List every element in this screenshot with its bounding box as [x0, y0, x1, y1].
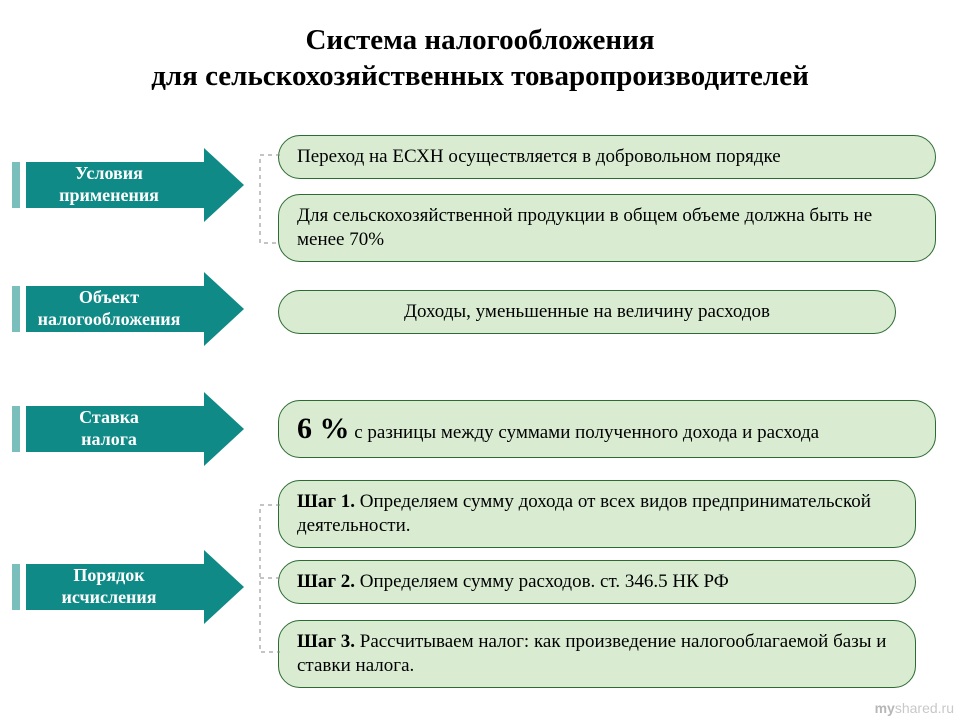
pill-voluntary-text: Переход на ЕСХН осуществляется в доброво…: [297, 146, 781, 167]
arrow-object: Объектналогообложения: [12, 264, 244, 354]
step3-text: Рассчитываем налог: как произведение нал…: [297, 631, 886, 676]
arrow-label: Объектналогообложения: [34, 286, 184, 332]
arrow-conditions: Условияприменения: [12, 140, 244, 230]
watermark-prefix: my: [875, 700, 895, 716]
pill-step-2: Шаг 2. Определяем сумму расходов. ст. 34…: [278, 560, 916, 604]
pill-step-3: Шаг 3. Рассчитываем налог: как произведе…: [278, 620, 916, 688]
arrow-label: Условияприменения: [34, 162, 184, 208]
rate-desc: с разницы между суммами полученного дохо…: [354, 422, 819, 443]
pill-step-1: Шаг 1. Определяем сумму дохода от всех в…: [278, 480, 916, 548]
pill-voluntary: Переход на ЕСХН осуществляется в доброво…: [278, 135, 936, 179]
arrow-label: Порядокисчисления: [34, 564, 184, 610]
watermark-suffix: shared.ru: [895, 700, 954, 716]
step1-text: Определяем сумму дохода от всех видов пр…: [297, 491, 871, 536]
pill-70pct-text: Для сельскохозяйственной продукции в общ…: [297, 205, 872, 250]
title-line-1: Система налогообложения: [305, 24, 654, 56]
title-line-2: для сельскохозяйственных товаропроизводи…: [151, 60, 809, 92]
step1-label: Шаг 1.: [297, 491, 355, 512]
slide: Система налогообложения для сельскохозяй…: [0, 0, 960, 720]
rate-value: 6 %: [297, 412, 350, 445]
page-title: Система налогообложения для сельскохозяй…: [0, 22, 960, 95]
step3-label: Шаг 3.: [297, 631, 355, 652]
watermark: myshared.ru: [875, 700, 954, 716]
arrow-rate: Ставканалога: [12, 384, 244, 474]
pill-rate: 6 % с разницы между суммами полученного …: [278, 400, 936, 458]
pill-object: Доходы, уменьшенные на величину расходов: [278, 290, 896, 334]
arrow-label: Ставканалога: [34, 406, 184, 452]
pill-object-text: Доходы, уменьшенные на величину расходов: [404, 301, 770, 322]
pill-70pct: Для сельскохозяйственной продукции в общ…: [278, 194, 936, 262]
step2-label: Шаг 2.: [297, 571, 355, 592]
step2-text: Определяем сумму расходов. ст. 346.5 НК …: [360, 571, 729, 592]
arrow-procedure: Порядокисчисления: [12, 542, 244, 632]
